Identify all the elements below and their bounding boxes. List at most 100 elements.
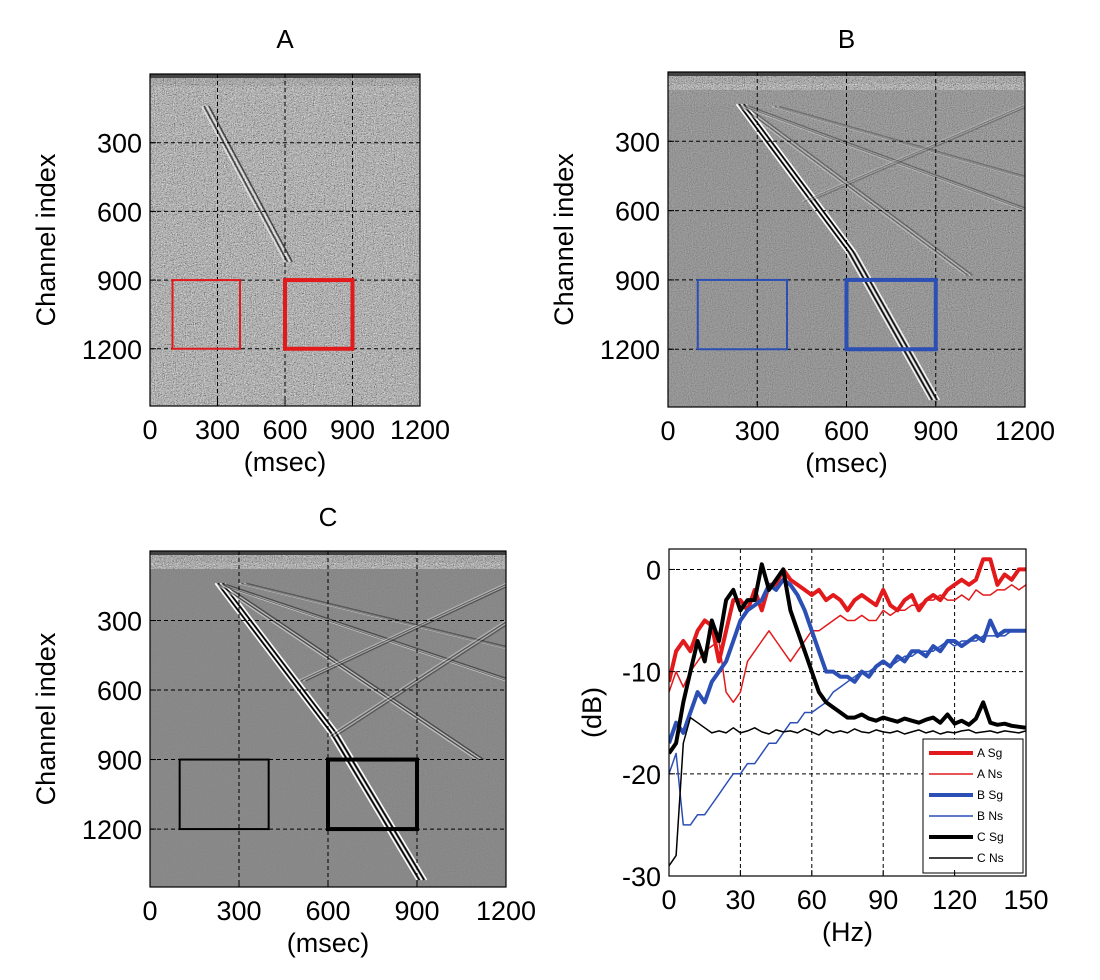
noise-window-box <box>178 758 270 831</box>
x-tick-label: 30 <box>725 885 755 915</box>
event-stripe <box>774 105 1025 179</box>
y-axis-label: Channel index <box>31 153 61 326</box>
legend-box <box>922 738 1024 874</box>
event-stripe <box>238 582 506 650</box>
signal-window-box <box>283 278 355 351</box>
y-tick-label: 600 <box>615 197 660 227</box>
event-stripe <box>736 103 1025 212</box>
wave-event <box>735 103 857 253</box>
signal-window-box <box>326 757 419 832</box>
event-stripe <box>771 105 1025 179</box>
event-stripe <box>336 731 428 881</box>
event-stripe <box>329 731 421 881</box>
y-tick-label: 300 <box>615 127 660 157</box>
event-stripe <box>740 103 852 253</box>
x-tick-label: 0 <box>142 896 157 926</box>
signal-window-box <box>844 277 938 352</box>
x-axis-label: (Hz) <box>822 917 873 947</box>
wave-event <box>327 619 506 738</box>
x-tick-label: 300 <box>216 896 261 926</box>
legend-label: C Ns <box>977 851 1004 865</box>
y-tick-label: 900 <box>615 266 660 296</box>
event-stripe <box>208 105 293 263</box>
event-stripe <box>743 103 974 276</box>
x-tick-label: 90 <box>868 885 898 915</box>
event-stripe <box>215 582 506 682</box>
x-axis-label: (msec) <box>805 448 888 478</box>
event-stripe <box>735 103 966 276</box>
x-tick-label: 300 <box>735 416 780 446</box>
y-tick-label: -20 <box>622 760 661 790</box>
x-tick-label: 1200 <box>995 416 1055 446</box>
event-stripe <box>217 582 506 681</box>
legend-label: A Ns <box>977 767 1002 781</box>
event-stripe <box>848 251 933 401</box>
event-stripe <box>243 582 506 648</box>
x-tick-label: 0 <box>142 415 157 445</box>
seismic-image <box>668 72 1025 407</box>
event-stripe <box>334 731 425 881</box>
wave-event <box>201 105 293 263</box>
event-stripe <box>205 105 291 263</box>
event-stripe <box>740 103 971 276</box>
series-b-ns <box>669 630 1026 826</box>
wave-event <box>845 251 941 401</box>
series-c-ns <box>669 716 1026 867</box>
event-stripe <box>740 103 1025 210</box>
event-stripe <box>853 251 938 401</box>
y-tick-label: 1200 <box>600 335 660 365</box>
wave-event <box>771 105 1025 179</box>
event-stripe <box>222 582 484 761</box>
noise-window-box <box>696 278 788 351</box>
event-stripe <box>806 105 1025 203</box>
event-stripe <box>738 103 969 276</box>
event-stripe <box>743 103 1025 209</box>
x-tick-label: 900 <box>394 896 439 926</box>
panel-a: 0 300 600 900 1200 300 600 900 1200 (msec) Channel… <box>31 24 450 477</box>
x-axis-label: (msec) <box>287 928 370 958</box>
event-stripe <box>327 731 418 881</box>
event-stripe <box>329 621 506 738</box>
x-tick-label: 600 <box>262 415 307 445</box>
panel-title: B <box>838 24 855 54</box>
event-stripe <box>845 251 931 401</box>
event-stripe <box>241 582 506 649</box>
panel-title: C <box>319 502 338 532</box>
y-tick-label: 900 <box>97 266 142 296</box>
x-axis-label: (msec) <box>244 447 327 477</box>
x-tick-label: 60 <box>797 885 827 915</box>
panel-c: 0 300 600 900 1200 300 600 900 1200 (msec) Channel… <box>31 502 536 958</box>
event-stripe <box>803 104 1025 203</box>
event-stripe <box>779 105 1025 178</box>
event-stripe <box>219 582 482 761</box>
x-tick-label: 1200 <box>476 896 536 926</box>
event-stripe <box>850 251 936 401</box>
x-tick-label: 600 <box>305 896 350 926</box>
x-tick-label: 0 <box>660 416 675 446</box>
y-tick-label: -30 <box>622 862 661 892</box>
seismic-image <box>150 551 506 887</box>
series-a-ns <box>669 584 1026 704</box>
panel-spectrum: A Sg A Ns B Sg B Ns C Sg C Ns 0 30 60 90 120 150 0 -1… <box>577 548 1049 947</box>
legend: A Sg A Ns B Sg B Ns C Sg C Ns <box>922 738 1024 874</box>
event-stripe <box>298 582 506 682</box>
pre-arrival-zone <box>668 104 936 407</box>
event-stripe <box>776 105 1025 178</box>
event-stripe <box>214 582 477 761</box>
panel-title: A <box>276 24 294 54</box>
event-stripe <box>855 251 941 401</box>
wave-event <box>214 582 484 761</box>
y-tick-label: 900 <box>97 746 142 776</box>
event-stripe <box>743 103 855 253</box>
x-tick-label: 300 <box>195 415 240 445</box>
x-tick-label: 900 <box>330 415 375 445</box>
event-stripe <box>300 583 506 682</box>
event-stripe <box>222 582 506 680</box>
y-tick-label: 0 <box>646 555 661 585</box>
event-stripe <box>801 103 1025 203</box>
y-tick-label: 1200 <box>82 815 142 845</box>
y-axis-label: Channel index <box>31 632 61 805</box>
y-axis-label: (dB) <box>577 687 607 738</box>
wave-event <box>298 582 506 682</box>
